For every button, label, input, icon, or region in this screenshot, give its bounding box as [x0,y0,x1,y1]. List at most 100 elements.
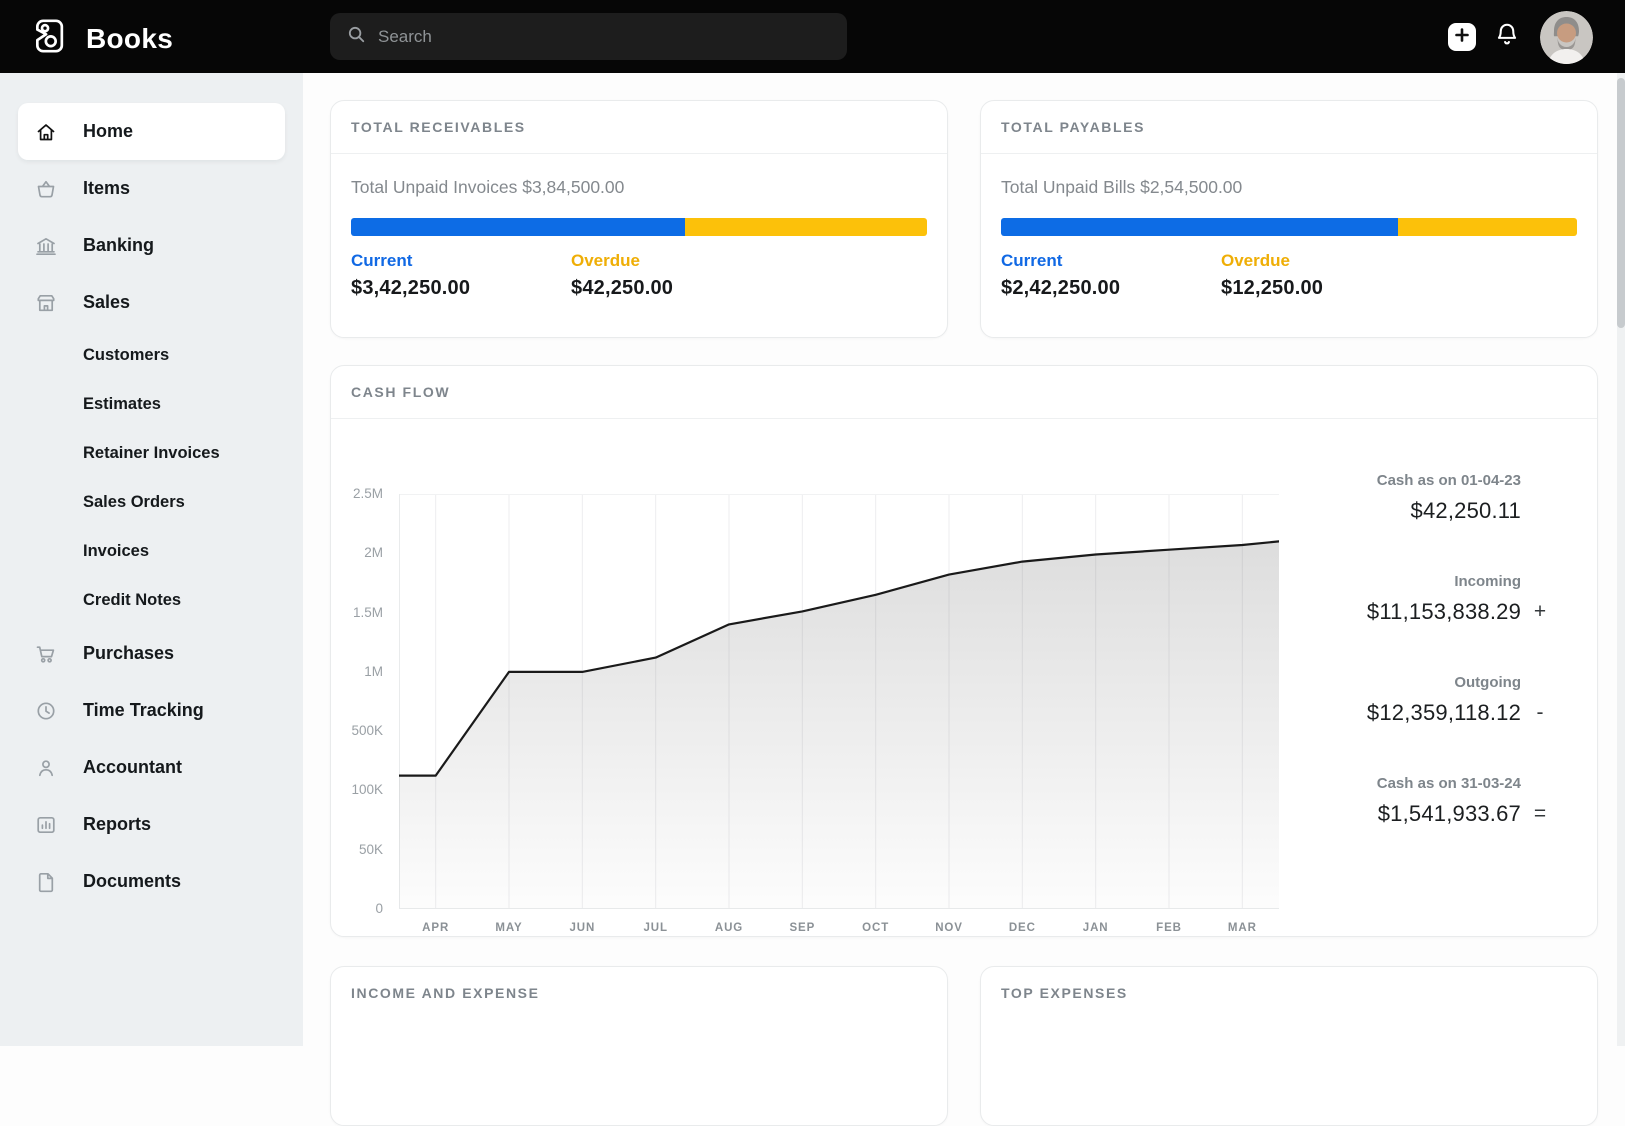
books-logo-icon [28,15,70,62]
cash-flow-card: CASH FLOW 2.5M 2M 1.5M 1M 500K 100K 50K 0 APR MA… [330,365,1598,937]
y-axis-tick-label: 1M [364,663,383,679]
time-tracking-icon [34,699,58,723]
sidebar-item-sales-orders[interactable]: Sales Orders [0,478,303,527]
sidebar-item-label: Sales [83,292,131,312]
sidebar-item-label: Items [83,178,131,198]
notifications-button[interactable] [1493,22,1521,52]
payables-card-title: TOTAL PAYABLES [1001,119,1146,135]
y-axis-tick-label: 50K [358,841,383,857]
x-axis-month-label: FEB [1156,922,1182,934]
sidebar-item-time-tracking[interactable]: Time Tracking [0,682,303,739]
sidebar-item-invoices[interactable]: Invoices [0,527,303,576]
income-expense-card-title: INCOME AND EXPENSE [351,985,540,1001]
cashflow-summary-value: $42,250.11 [1410,498,1521,523]
search-input[interactable] [376,25,831,48]
divider [981,153,1597,154]
sidebar-item-label: Customers [83,346,170,364]
user-avatar[interactable] [1540,11,1593,64]
receivables-current-label: Current [351,251,413,270]
payables-progress-bar [1001,218,1577,236]
x-axis-month-label: OCT [862,922,890,934]
y-axis-tick-label: 500K [351,723,383,739]
payables-overdue-label: Overdue [1221,251,1290,270]
top-bar: Books [0,0,1625,73]
search-icon [346,24,366,49]
top-expenses-card: TOP EXPENSES [980,966,1598,1126]
cashflow-summary-row: Incoming $11,153,838.29 + [1235,572,1555,626]
accountant-icon [34,756,58,780]
sales-icon [34,291,58,315]
cashflow-summary-operator: = [1533,802,1547,825]
add-new-button[interactable] [1448,23,1476,51]
y-axis-tick-label: 0 [375,901,383,916]
sidebar-item-purchases[interactable]: Purchases [0,625,303,682]
receivables-current-segment [351,218,686,236]
sidebar-item-documents[interactable]: Documents [0,853,303,910]
sidebar-item-items[interactable]: Items [0,160,303,217]
sidebar-item-home[interactable]: Home [18,103,285,160]
x-axis-month-label: MAY [495,922,523,934]
sidebar-item-label: Sales Orders [83,493,185,511]
receivables-current-value: $3,42,250.00 [351,277,471,299]
payables-current-value: $2,42,250.00 [1001,277,1121,299]
y-axis-tick-label: 1.5M [352,604,383,620]
y-axis-tick-label: 2.5M [352,486,383,501]
sidebar-item-reports[interactable]: Reports [0,796,303,853]
y-axis-tick-label: 2M [364,545,383,561]
home-icon [34,120,58,144]
global-search[interactable] [330,13,847,60]
documents-icon [34,870,58,894]
scrollbar-track[interactable] [1617,73,1625,1046]
sidebar-item-label: Banking [83,235,155,255]
top-expenses-card-title: TOP EXPENSES [1001,985,1128,1001]
cashflow-summary-operator: - [1536,701,1544,724]
y-axis-tick-label: 100K [351,782,383,798]
x-axis-month-label: SEP [789,922,816,934]
x-axis-month-label: JAN [1082,922,1109,934]
cashflow-summary-value: $11,153,838.29 [1366,599,1521,624]
payables-summary: Total Unpaid Bills $2,54,500.00 [1001,177,1243,197]
receivables-overdue-segment [685,218,927,236]
sidebar-item-label: Accountant [83,757,182,777]
x-axis-month-label: MAR [1227,922,1257,934]
payables-current-label: Current [1001,251,1063,270]
cashflow-card-title: CASH FLOW [351,384,451,400]
receivables-summary: Total Unpaid Invoices $3,84,500.00 [351,177,625,197]
receivables-overdue-label: Overdue [571,251,640,270]
sidebar-item-label: Purchases [83,643,175,663]
receivables-progress-bar [351,218,927,236]
sidebar-item-accountant[interactable]: Accountant [0,739,303,796]
cashflow-summary-label: Outgoing [1454,674,1521,691]
sidebar-item-estimates[interactable]: Estimates [0,380,303,429]
sidebar-item-credit-notes[interactable]: Credit Notes [0,576,303,625]
payables-overdue-value: $12,250.00 [1221,277,1324,299]
reports-icon [34,813,58,837]
cashflow-summary-label: Cash as on 01-04-23 [1376,472,1521,489]
payables-overdue-segment [1398,218,1577,236]
total-payables-card: TOTAL PAYABLES Total Unpaid Bills $2,54,… [980,100,1598,338]
cashflow-summary-panel: Cash as on 01-04-23 $42,250.11 Incoming $11… [1235,471,1555,875]
sidebar-item-label: Retainer Invoices [83,444,220,462]
cashflow-summary-row: Outgoing $12,359,118.12- [1235,673,1555,727]
payables-current-segment [1001,218,1399,236]
income-and-expense-card: INCOME AND EXPENSE [330,966,948,1126]
cashflow-x-axis-labels: APR MAY JUN JUL AUG SEP OCT NOV DEC JAN FEB MAR [399,922,1279,938]
sidebar-item-label: Documents [83,871,182,891]
sidebar-item-label: Time Tracking [83,700,204,720]
main-content: TOTAL RECEIVABLES Total Unpaid Invoices … [303,73,1625,1126]
cashflow-summary-value: $1,541,933.67 [1377,801,1521,826]
x-axis-month-label: JUN [569,922,596,934]
sidebar-item-retainer-invoices[interactable]: Retainer Invoices [0,429,303,478]
x-axis-month-label: DEC [1008,922,1036,934]
cashflow-summary-value: $12,359,118.12 [1366,700,1521,725]
x-axis-month-label: NOV [935,922,963,934]
app-logo[interactable]: Books [28,15,173,62]
plus-icon [1454,27,1470,48]
sidebar-item-sales[interactable]: Sales [0,274,303,331]
divider [331,418,1597,419]
sidebar-item-label: Invoices [83,542,150,560]
sidebar-item-banking[interactable]: Banking [0,217,303,274]
sidebar-item-customers[interactable]: Customers [0,331,303,380]
scrollbar-thumb[interactable] [1617,78,1625,328]
app-title: Books [86,22,174,54]
